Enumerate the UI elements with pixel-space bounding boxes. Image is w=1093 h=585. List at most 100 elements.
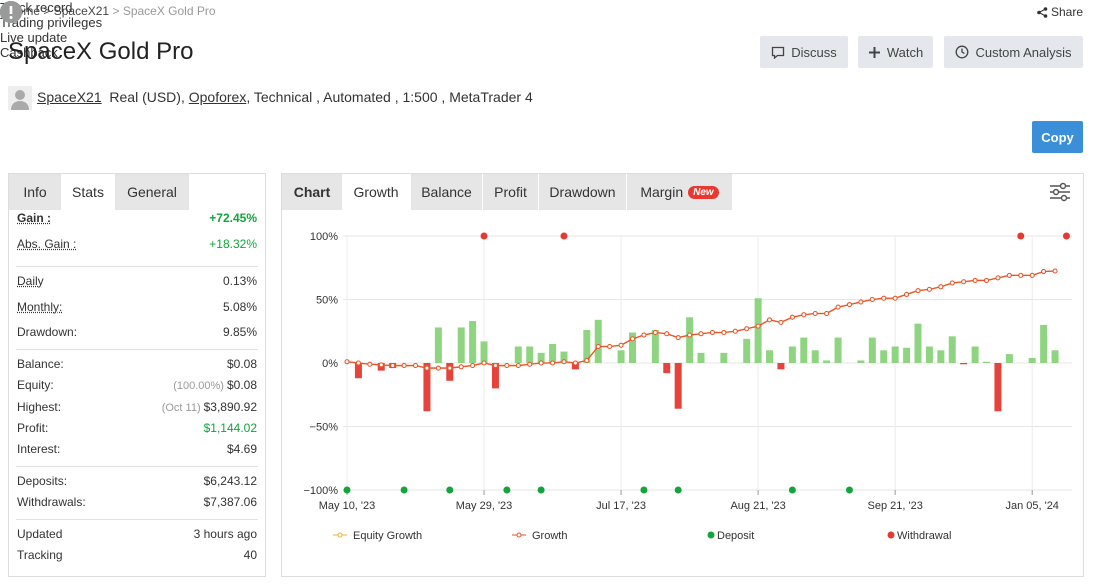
stat-value: 0.13%	[222, 274, 257, 288]
stat-value: 5.08%	[222, 300, 257, 314]
badge-icon	[0, 1, 22, 23]
line-point	[709, 330, 715, 336]
bar	[903, 347, 911, 363]
line-point	[995, 275, 1001, 281]
bar	[800, 337, 808, 363]
line-point	[367, 361, 373, 367]
line-point	[595, 343, 601, 349]
line-point	[641, 332, 647, 338]
line-point	[938, 284, 944, 290]
event-point	[1017, 232, 1025, 240]
button-label: Custom Analysis	[975, 44, 1072, 60]
crumb-sep: >	[43, 4, 51, 18]
bar	[1005, 354, 1013, 363]
stat-value: 9.85%	[222, 325, 257, 339]
bar	[1051, 350, 1059, 363]
bar	[571, 363, 579, 370]
line-point	[390, 363, 396, 369]
stat-value-wrap: $7,387.06	[204, 495, 257, 509]
bar	[891, 346, 899, 363]
stat-value-wrap: $6,243.12	[204, 474, 257, 488]
tab[interactable]: Growth	[342, 174, 410, 210]
tab[interactable]: Margin New	[627, 174, 732, 210]
legend-symbol	[337, 532, 343, 538]
tab-label: Growth	[353, 184, 399, 200]
legend-label: Equity Growth	[353, 530, 422, 542]
line-point	[869, 297, 875, 302]
line-point	[755, 323, 761, 329]
stat-label: Withdrawals:	[17, 495, 86, 509]
tab[interactable]: Balance	[411, 174, 482, 210]
line-point	[630, 336, 635, 342]
line-point	[561, 359, 567, 365]
share-icon	[1037, 6, 1048, 18]
badge-label: Live update	[0, 30, 68, 45]
settings-icon[interactable]	[1049, 182, 1071, 202]
stat-label: Drawdown:	[17, 325, 78, 339]
avatar	[8, 86, 32, 110]
badge: Cashback	[0, 1, 97, 60]
bar	[1028, 357, 1036, 363]
bar	[354, 363, 362, 379]
bar	[469, 321, 477, 363]
stat-value-wrap: 40	[244, 548, 257, 562]
stat-value: $0.08	[226, 378, 257, 392]
bar	[674, 363, 682, 409]
bar	[994, 363, 1002, 412]
line-point	[904, 291, 910, 297]
divider	[16, 349, 258, 350]
stat-label: Highest:	[17, 400, 62, 414]
share-label: Share	[1050, 5, 1083, 19]
chart: −100% −50% 0% 50% 100% May 10, '23 May 29, '23…	[303, 231, 1072, 542]
page-title: SpaceX Gold Pro	[8, 38, 194, 65]
line-point	[504, 363, 510, 369]
tab[interactable]: Info	[9, 174, 61, 210]
stat-value-wrap: (Oct 11) $3,890.92	[162, 400, 257, 414]
bar	[491, 363, 499, 389]
crumb[interactable]: SpaceX21	[53, 4, 110, 18]
stat-value-wrap: $4.69	[227, 442, 257, 456]
discuss-button[interactable]: Discuss	[760, 36, 848, 68]
tab[interactable]: Stats	[61, 174, 115, 210]
bar	[925, 346, 933, 363]
legend-symbol	[707, 531, 715, 539]
stat-label: Daily	[17, 274, 44, 288]
line-point	[584, 357, 590, 363]
bar	[526, 346, 534, 363]
line-point	[424, 365, 430, 371]
user-link[interactable]: SpaceX21	[37, 89, 102, 105]
tab[interactable]: Drawdown	[539, 174, 626, 210]
event-point	[788, 486, 796, 494]
bar	[651, 329, 659, 363]
tab[interactable]: Profit	[483, 174, 538, 210]
bar	[457, 327, 465, 363]
line-point	[835, 304, 841, 310]
analysis-button[interactable]: Custom Analysis	[944, 36, 1083, 68]
stat-value: +72.45%	[209, 211, 257, 225]
watch-button[interactable]: Watch	[858, 36, 933, 68]
stat-value: 3 hours ago	[193, 527, 257, 541]
line-point	[607, 343, 613, 349]
stat-note: (100.00%)	[173, 380, 224, 392]
crumb: SpaceX Gold Pro	[122, 4, 216, 18]
legend-label: Growth	[532, 530, 567, 542]
bar	[514, 346, 522, 363]
x-tick-label: Sep 21, '23	[868, 500, 923, 512]
line-point	[926, 286, 932, 292]
button-label: Discuss	[791, 44, 837, 60]
y-tick-label: −100%	[303, 485, 338, 497]
divider	[16, 519, 258, 520]
badges: Track record Trading privileges Live updat…	[0, 0, 1093, 60]
broker-link[interactable]: Opoforex	[188, 89, 247, 105]
tab[interactable]: General	[115, 174, 189, 210]
line-point	[1006, 272, 1012, 278]
bar	[811, 350, 819, 363]
event-point	[640, 486, 648, 494]
bar	[446, 363, 454, 381]
bar	[914, 323, 922, 363]
copy-button[interactable]: Copy	[1032, 121, 1083, 153]
badge-label: Cashback	[0, 45, 58, 60]
tab-label: Profit	[494, 184, 527, 200]
account-info: SpaceX21 Real (USD), Opoforex, Technical…	[37, 89, 533, 105]
share[interactable]: Share	[1037, 5, 1083, 19]
